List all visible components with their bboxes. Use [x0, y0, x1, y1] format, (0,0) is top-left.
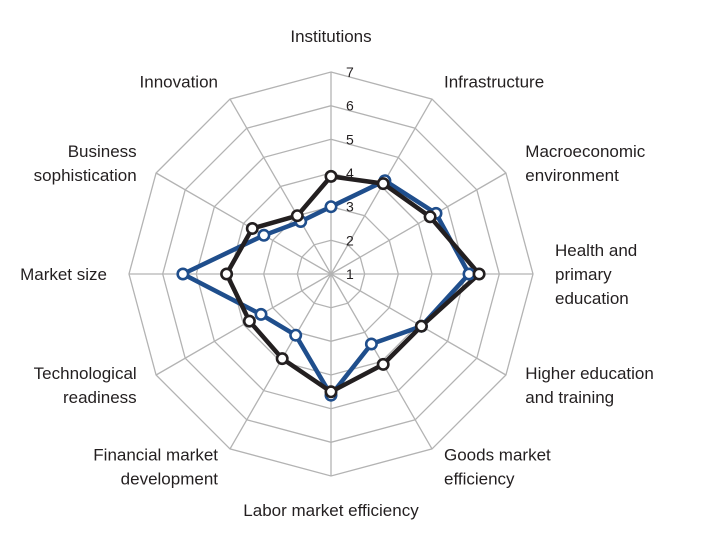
- tick-label: 6: [346, 98, 354, 114]
- series-1-point: [364, 337, 378, 351]
- series-1-point: [324, 200, 338, 214]
- series-2-point: [275, 352, 289, 366]
- series-1-point: [254, 307, 268, 321]
- axis-label-health-and-primary-education: Health and primary education: [555, 241, 637, 308]
- grid-spoke-3: [330, 172, 507, 275]
- axis-label-infrastructure: Infrastructure: [444, 73, 544, 92]
- series-1-point: [176, 267, 190, 281]
- tick-label: 7: [346, 64, 354, 80]
- grid-spoke-9: [155, 273, 332, 376]
- tick-label: 4: [346, 165, 354, 181]
- series-2-point: [290, 209, 304, 223]
- axis-label-goods-market-efficiency: Goods market efficiency: [444, 445, 551, 488]
- axis-label-institutions: Institutions: [290, 27, 371, 46]
- tick-label: 2: [346, 232, 354, 248]
- series-2-point: [324, 385, 338, 399]
- series-2-point: [242, 314, 256, 328]
- axis-label-higher-education-and-training: Higher education and training: [525, 364, 654, 407]
- series-2-point: [376, 177, 390, 191]
- axis-label-market-size: Market size: [20, 265, 107, 284]
- series-2-point: [220, 267, 234, 281]
- axis-label-business-sophistication: Business sophistication: [34, 142, 137, 185]
- series-1-point: [289, 328, 303, 342]
- series-2-point: [376, 357, 390, 371]
- series-2-point: [245, 222, 259, 236]
- axis-label-financial-market-development: Financial market development: [93, 445, 218, 488]
- radar-tick-labels: 1 2 3 4 5 6 7: [346, 64, 354, 282]
- axis-label-innovation: Innovation: [140, 73, 218, 92]
- series-2-point: [324, 169, 338, 183]
- axis-label-labor-market-efficiency: Labor market efficiency: [243, 501, 419, 520]
- tick-label: 5: [346, 131, 354, 147]
- series-2-point: [414, 319, 428, 333]
- series-1-point: [257, 228, 271, 242]
- series-2-point: [472, 267, 486, 281]
- grid-spoke-11: [155, 172, 332, 275]
- axis-label-macroeconomic-environment: Macroeconomic environment: [525, 142, 645, 185]
- axis-label-technological-readiness: Technological readiness: [34, 364, 137, 407]
- series-2-point: [423, 210, 437, 224]
- tick-label: 1: [346, 266, 354, 282]
- radar-axis-labels: Institutions Infrastructure Macroeconomic e…: [20, 27, 654, 520]
- radar-series: [176, 169, 486, 402]
- tick-label: 3: [346, 199, 354, 215]
- grid-spoke-12: [229, 98, 332, 275]
